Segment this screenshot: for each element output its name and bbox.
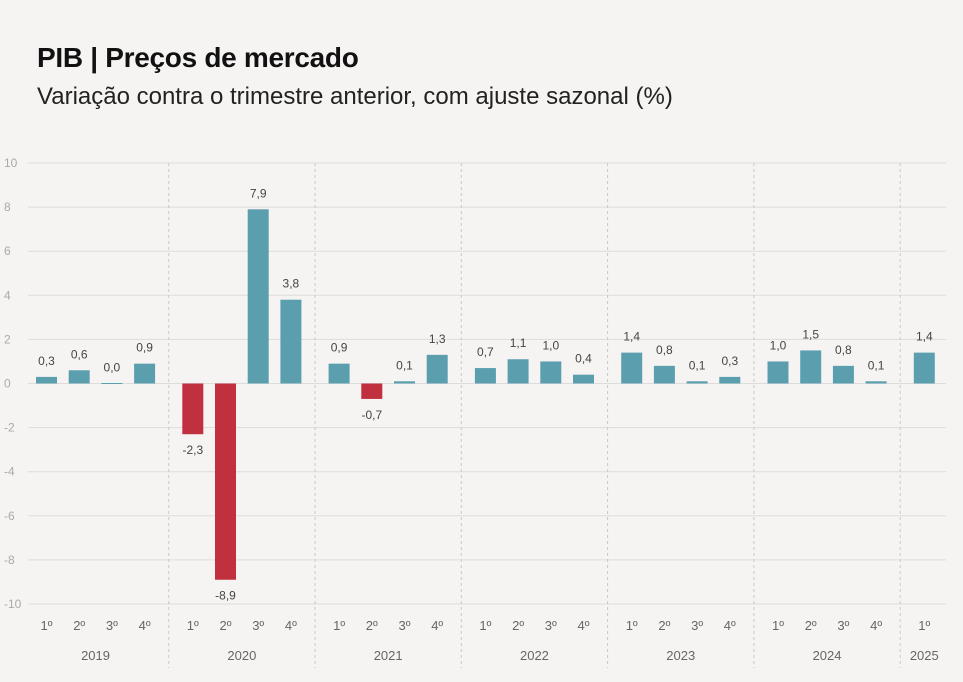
y-tick-label: 8 xyxy=(4,200,11,214)
quarter-label: 2º xyxy=(220,618,232,633)
quarter-label: 1º xyxy=(918,618,930,633)
quarter-label: 3º xyxy=(545,618,557,633)
quarter-label: 1º xyxy=(479,618,491,633)
data-label: 7,9 xyxy=(250,186,267,200)
year-label: 2021 xyxy=(374,648,403,663)
year-label: 2023 xyxy=(666,648,695,663)
quarter-label: 4º xyxy=(285,618,297,633)
quarter-label: 2º xyxy=(658,618,670,633)
bar xyxy=(865,381,887,384)
y-tick-label: 4 xyxy=(4,288,11,302)
data-label: 0,9 xyxy=(136,341,153,355)
data-label: 1,3 xyxy=(429,332,446,346)
bar xyxy=(913,352,935,384)
quarter-label: 2º xyxy=(73,618,85,633)
bar xyxy=(101,383,123,384)
bar xyxy=(215,383,236,580)
chart-title: PIB | Preços de mercado xyxy=(37,42,359,73)
year-label: 2022 xyxy=(520,648,549,663)
data-label: -8,9 xyxy=(215,589,236,603)
bar xyxy=(573,374,594,384)
bar xyxy=(686,381,708,384)
year-label: 2020 xyxy=(227,648,256,663)
quarter-label: 3º xyxy=(837,618,849,633)
data-label: -2,3 xyxy=(182,443,203,457)
bar xyxy=(328,363,350,384)
quarter-label: 4º xyxy=(431,618,443,633)
quarter-label: 1º xyxy=(41,618,53,633)
data-label: 1,0 xyxy=(770,338,787,352)
quarter-label: 4º xyxy=(578,618,590,633)
data-label: 3,8 xyxy=(283,277,300,291)
bar xyxy=(280,299,302,384)
bar xyxy=(394,381,415,384)
data-label: 0,8 xyxy=(656,343,673,357)
bar xyxy=(719,376,741,384)
data-label: 1,0 xyxy=(542,338,559,352)
bar xyxy=(621,352,643,384)
quarter-label: 4º xyxy=(139,618,151,633)
y-tick-label: 10 xyxy=(4,156,18,170)
bar xyxy=(361,383,383,399)
bar xyxy=(134,363,156,384)
quarter-label: 2º xyxy=(805,618,817,633)
data-label: 0,1 xyxy=(868,358,885,372)
data-label: 1,4 xyxy=(623,330,640,344)
data-label: 1,4 xyxy=(916,330,933,344)
bar xyxy=(832,365,854,384)
chart-subtitle: Variação contra o trimestre anterior, co… xyxy=(37,83,673,110)
quarter-label: 1º xyxy=(772,618,784,633)
y-tick-label: -2 xyxy=(4,421,15,435)
data-label: 0,7 xyxy=(477,345,494,359)
quarter-label: 3º xyxy=(252,618,264,633)
quarter-label: 2º xyxy=(512,618,524,633)
data-label: 1,5 xyxy=(802,327,819,341)
bar xyxy=(474,368,496,384)
data-label: 0,8 xyxy=(835,343,852,357)
data-label: 0,3 xyxy=(721,354,738,368)
bar xyxy=(800,350,822,384)
bar xyxy=(767,361,789,384)
y-tick-label: -10 xyxy=(4,597,22,611)
y-tick-label: 2 xyxy=(4,332,11,346)
quarter-label: 3º xyxy=(691,618,703,633)
year-label: 2019 xyxy=(81,648,110,663)
quarter-label: 2º xyxy=(366,618,378,633)
bar xyxy=(426,354,448,384)
data-label: 0,4 xyxy=(575,352,592,366)
data-label: 0,3 xyxy=(38,354,55,368)
quarter-label: 3º xyxy=(399,618,411,633)
y-tick-label: 0 xyxy=(4,377,11,391)
data-label: 0,0 xyxy=(104,361,121,375)
data-label: 0,1 xyxy=(396,358,413,372)
data-label: 0,1 xyxy=(689,358,706,372)
year-label: 2025 xyxy=(910,648,939,663)
y-tick-label: -4 xyxy=(4,465,15,479)
quarter-label: 4º xyxy=(724,618,736,633)
quarter-label: 4º xyxy=(870,618,882,633)
bar xyxy=(653,365,675,384)
quarter-label: 1º xyxy=(187,618,199,633)
bar xyxy=(182,383,204,435)
bar xyxy=(247,209,269,384)
data-label: 0,6 xyxy=(71,347,88,361)
y-tick-label: -6 xyxy=(4,509,15,523)
y-tick-label: -8 xyxy=(4,553,15,567)
bar xyxy=(540,361,562,384)
data-label: 0,9 xyxy=(331,341,348,355)
quarter-label: 1º xyxy=(626,618,638,633)
data-label: -0,7 xyxy=(361,408,382,422)
data-label: 1,1 xyxy=(510,336,527,350)
quarter-label: 3º xyxy=(106,618,118,633)
bar xyxy=(507,359,529,384)
year-label: 2024 xyxy=(813,648,842,663)
y-tick-label: 6 xyxy=(4,244,11,258)
bar xyxy=(68,370,90,384)
bar xyxy=(36,376,57,384)
quarter-label: 1º xyxy=(333,618,345,633)
